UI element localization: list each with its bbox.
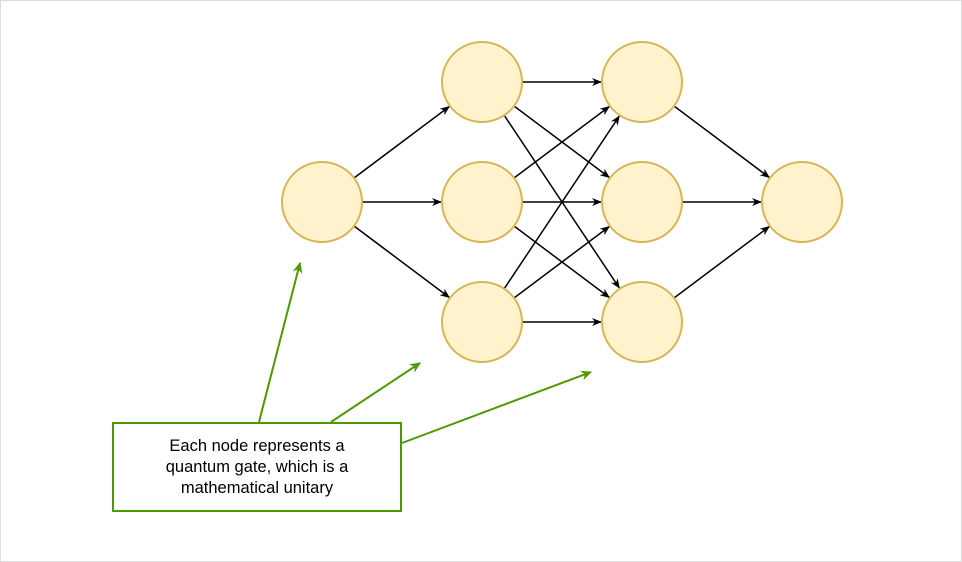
gate-node-layer4-1 [761,161,843,243]
edges-group [353,78,771,326]
annotation-box: Each node represents a quantum gate, whi… [112,422,402,512]
gate-node-layer2-3 [441,281,523,363]
gate-node-layer3-1 [601,41,683,123]
nodes-group [281,41,843,363]
edge-l2n2-to-l3n1 [513,105,611,179]
annotation-arrows-group [258,262,592,444]
edge-l1n1-to-l2n1 [353,105,451,179]
gate-node-layer2-1 [441,41,523,123]
gate-node-layer3-2 [601,161,683,243]
edge-l3n3-to-l4n1 [673,226,771,299]
edge-l2n3-to-l3n2 [513,226,611,299]
edge-l3n1-to-l4n1 [673,105,771,178]
gate-node-layer2-2 [441,161,523,243]
gate-node-layer3-3 [601,281,683,363]
edge-l1n1-to-l2n3 [353,225,451,298]
annotation-arrow-to-layer-three [401,370,592,444]
annotation-arrow-to-layer-two [330,362,421,423]
annotation-arrow-to-input-node [258,262,303,423]
edge-l2n3-to-l3n1 [503,115,620,290]
annotation-text: Each node represents a quantum gate, whi… [165,436,349,497]
gate-node-layer1-1 [281,161,363,243]
